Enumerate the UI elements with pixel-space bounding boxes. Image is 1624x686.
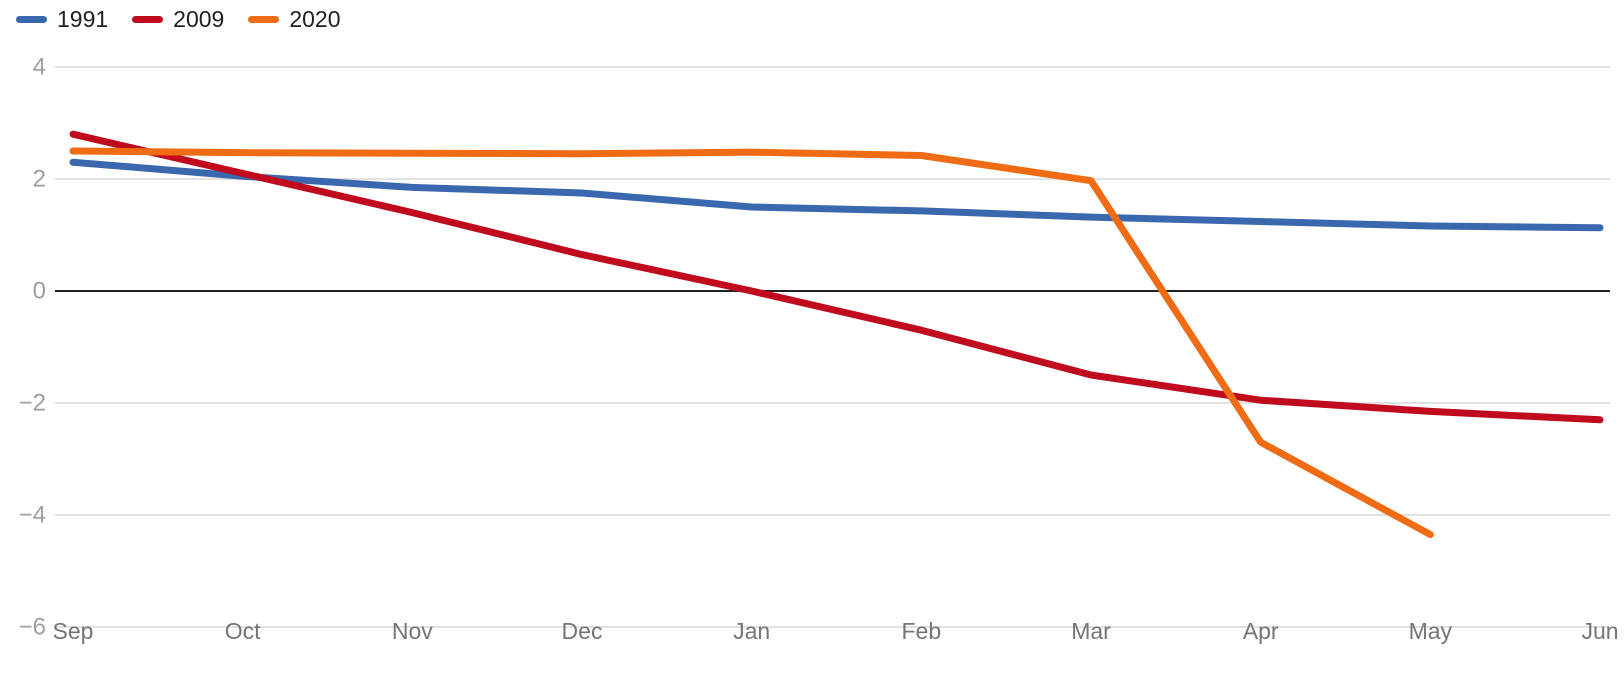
x-tick-label-mar: Mar (1071, 618, 1111, 644)
legend-swatch-icon (16, 15, 47, 23)
x-tick-label-jan: Jan (733, 618, 770, 644)
series-line-2009[interactable] (69, 130, 1604, 424)
legend-swatch-icon (132, 15, 164, 23)
y-tick-label: −4 (19, 502, 46, 529)
legend-label: 2020 (289, 5, 341, 32)
legend-item-2020: 2020 (248, 5, 341, 32)
y-tick-label: −6 (19, 614, 46, 641)
x-tick-label-feb: Feb (902, 618, 942, 644)
x-tick-label-apr: Apr (1243, 618, 1279, 644)
x-tick-label-nov: Nov (392, 618, 433, 644)
y-tick-label: 0 (33, 278, 46, 305)
chart-legend: 1991 2009 2020 (0, 0, 341, 38)
x-tick-label-may: May (1409, 618, 1453, 644)
legend-label: 1991 (57, 5, 109, 32)
series-line-1991[interactable] (69, 158, 1604, 232)
legend-swatch-icon (248, 15, 280, 23)
y-tick-label: 2 (33, 166, 46, 193)
legend-label: 2009 (173, 5, 225, 32)
y-tick-label: −2 (19, 390, 46, 417)
y-tick-label: 4 (33, 54, 46, 81)
series-line-2020[interactable] (69, 147, 1434, 539)
x-tick-label-sep: Sep (53, 618, 94, 644)
legend-item-1991: 1991 (16, 5, 109, 32)
x-tick-label-jun: Jun (1581, 618, 1618, 644)
x-tick-label-oct: Oct (225, 618, 261, 644)
legend-item-2009: 2009 (132, 5, 225, 32)
x-tick-label-dec: Dec (562, 618, 603, 644)
